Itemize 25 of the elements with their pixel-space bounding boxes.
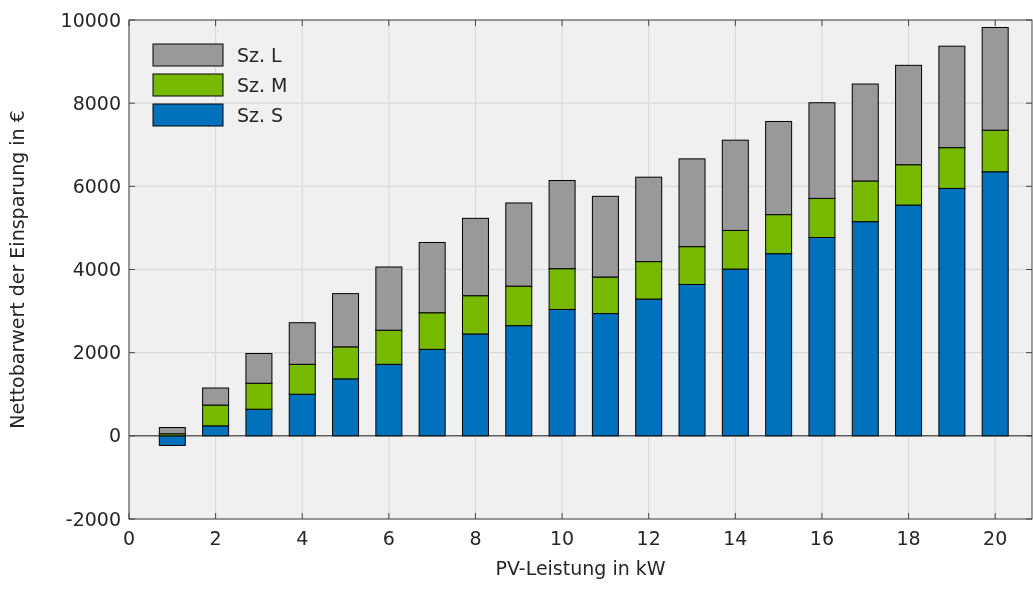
- y-tick-label: 4000: [72, 258, 121, 281]
- y-tick-label: 2000: [72, 341, 121, 364]
- x-axis-title: PV-Leistung in kW: [495, 557, 666, 579]
- x-tick-label: 14: [723, 527, 748, 549]
- x-tick-label: 12: [636, 527, 661, 549]
- x-tick-label: 20: [983, 527, 1008, 549]
- bar: [158, 435, 186, 446]
- x-tick-label: 6: [382, 527, 395, 549]
- y-tick-label: 8000: [72, 91, 121, 114]
- x-tick-label: 18: [896, 527, 921, 549]
- y-tick-label: 0: [108, 424, 121, 447]
- x-tick-label: 0: [122, 527, 136, 549]
- bar: [158, 427, 186, 435]
- legend-label: Sz. L: [237, 43, 283, 66]
- legend-label: Sz. M: [237, 73, 288, 96]
- y-tick-label: 6000: [72, 174, 121, 197]
- y-tick-label: -2000: [65, 507, 121, 530]
- y-tick-label: 10000: [60, 8, 121, 31]
- x-tick-label: 16: [809, 527, 835, 549]
- legend-label: Sz. S: [237, 103, 284, 126]
- x-tick-label: 4: [296, 527, 309, 549]
- x-tick-label: 8: [469, 527, 482, 549]
- x-tick-label: 2: [209, 527, 222, 549]
- y-axis-title: Nettobarwert der Einsparung in €: [6, 110, 28, 429]
- x-tick-label: 10: [550, 527, 575, 549]
